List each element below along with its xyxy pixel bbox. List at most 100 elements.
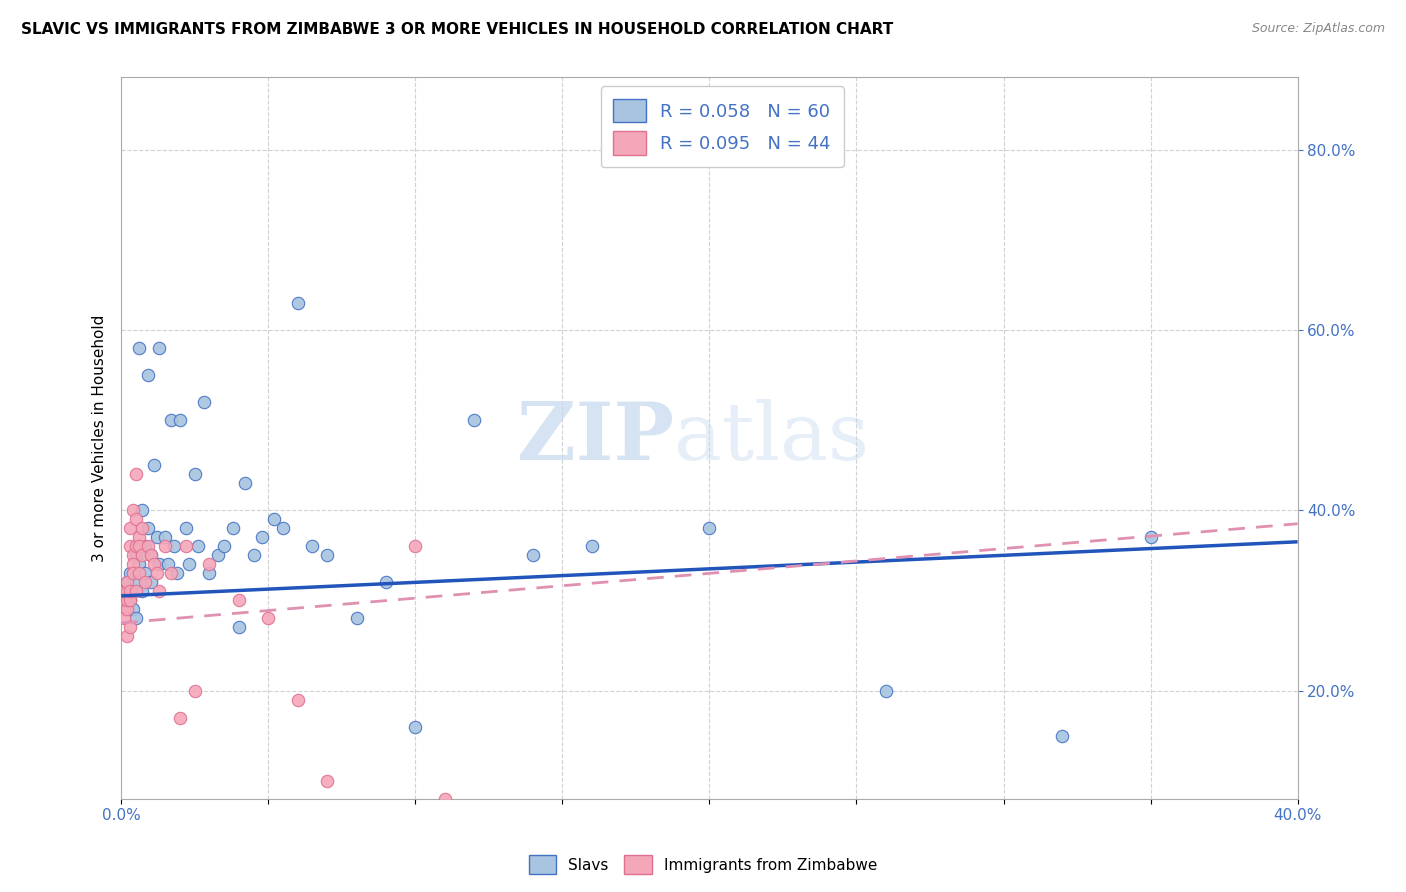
Point [136, 539, 159, 553]
Point [118, 521, 141, 535]
Point [122, 566, 145, 581]
Point [142, 558, 165, 572]
Text: Source: ZipAtlas.com: Source: ZipAtlas.com [1251, 22, 1385, 36]
Point [193, 395, 215, 409]
Point [222, 521, 245, 535]
Point [145, 566, 167, 581]
Point [134, 566, 156, 581]
Point [128, 341, 150, 355]
Point [131, 503, 153, 517]
Point [169, 413, 191, 427]
Text: SLAVIC VS IMMIGRANTS FROM ZIMBABWE 3 OR MORE VEHICLES IN HOUSEHOLD CORRELATION C: SLAVIC VS IMMIGRANTS FROM ZIMBABWE 3 OR … [21, 22, 893, 37]
Point [134, 539, 156, 553]
Point [128, 558, 150, 572]
Text: atlas: atlas [673, 399, 869, 477]
Point [287, 692, 309, 706]
Point [118, 620, 141, 634]
Point [174, 521, 197, 535]
Point [118, 593, 141, 607]
Point [145, 530, 167, 544]
Point [184, 467, 207, 482]
Point [228, 593, 250, 607]
Point [163, 539, 186, 553]
Point [184, 683, 207, 698]
Point [404, 539, 426, 553]
Point [118, 584, 141, 599]
Point [463, 413, 485, 427]
Point [131, 521, 153, 535]
Point [112, 611, 135, 625]
Point [155, 539, 177, 553]
Point [271, 521, 294, 535]
Point [242, 549, 264, 563]
Point [125, 584, 148, 599]
Point [699, 521, 721, 535]
Point [115, 575, 138, 590]
Point [125, 512, 148, 526]
Point [118, 539, 141, 553]
Point [198, 558, 221, 572]
Point [166, 566, 188, 581]
Point [115, 602, 138, 616]
Point [174, 539, 197, 553]
Point [122, 558, 145, 572]
Point [125, 575, 148, 590]
Point [1139, 530, 1161, 544]
Point [257, 611, 280, 625]
Point [212, 539, 235, 553]
Point [160, 566, 183, 581]
Point [374, 575, 396, 590]
Point [228, 620, 250, 634]
Point [139, 575, 162, 590]
Point [112, 584, 135, 599]
Point [301, 539, 323, 553]
Point [346, 611, 368, 625]
Point [125, 467, 148, 482]
Point [112, 602, 135, 616]
Point [148, 558, 170, 572]
Point [115, 575, 138, 590]
Point [115, 602, 138, 616]
Point [433, 791, 456, 805]
Y-axis label: 3 or more Vehicles in Household: 3 or more Vehicles in Household [93, 314, 107, 562]
Point [157, 558, 180, 572]
Point [134, 575, 156, 590]
Point [169, 710, 191, 724]
Point [316, 549, 339, 563]
Point [155, 530, 177, 544]
Legend: R = 0.058   N = 60, R = 0.095   N = 44: R = 0.058 N = 60, R = 0.095 N = 44 [600, 87, 844, 167]
Point [581, 539, 603, 553]
Point [112, 593, 135, 607]
Point [115, 630, 138, 644]
Point [148, 341, 170, 355]
Point [125, 539, 148, 553]
Point [139, 549, 162, 563]
Point [233, 476, 256, 491]
Point [404, 720, 426, 734]
Point [115, 584, 138, 599]
Point [131, 584, 153, 599]
Point [118, 566, 141, 581]
Point [125, 611, 148, 625]
Point [522, 549, 544, 563]
Point [316, 773, 339, 788]
Point [122, 549, 145, 563]
Point [128, 566, 150, 581]
Legend: Slavs, Immigrants from Zimbabwe: Slavs, Immigrants from Zimbabwe [523, 849, 883, 880]
Point [122, 503, 145, 517]
Point [252, 530, 274, 544]
Point [122, 566, 145, 581]
Point [136, 368, 159, 382]
Point [115, 593, 138, 607]
Point [875, 683, 897, 698]
Point [125, 549, 148, 563]
Point [160, 413, 183, 427]
Point [112, 593, 135, 607]
Point [198, 566, 221, 581]
Point [139, 549, 162, 563]
Point [142, 458, 165, 472]
Point [128, 539, 150, 553]
Point [287, 296, 309, 310]
Point [136, 521, 159, 535]
Point [263, 512, 285, 526]
